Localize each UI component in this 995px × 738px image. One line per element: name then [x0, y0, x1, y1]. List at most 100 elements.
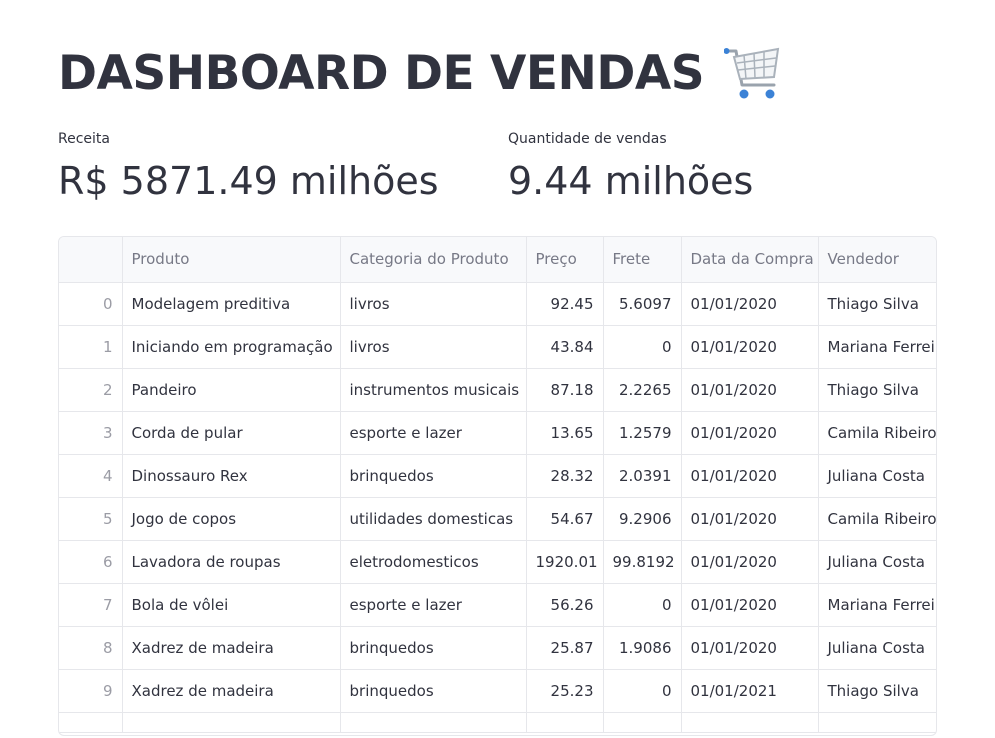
cell-data-compra[interactable]: 01/01/2020	[681, 325, 819, 369]
cell-vendedor[interactable]: Thiago Silva	[818, 282, 936, 326]
cell-empty	[818, 712, 936, 733]
cell-vendedor[interactable]: Mariana Ferreira	[818, 583, 936, 627]
cell-vendedor[interactable]: Camila Ribeiro	[818, 497, 936, 541]
cell-data-compra[interactable]: 01/01/2020	[681, 626, 819, 670]
table-row: 7 Bola de vôlei esporte e lazer 56.26 0 …	[59, 583, 936, 627]
cell-categoria[interactable]: brinquedos	[340, 626, 527, 670]
cell-vendedor[interactable]: Thiago Silva	[818, 368, 936, 412]
cell-vendedor[interactable]: Thiago Silva	[818, 669, 936, 713]
column-header-vendedor[interactable]: Vendedor	[818, 237, 936, 283]
row-index: 9	[59, 669, 123, 713]
cell-categoria[interactable]: esporte e lazer	[340, 411, 527, 455]
cell-categoria[interactable]: instrumentos musicais	[340, 368, 527, 412]
cell-data-compra[interactable]: 01/01/2020	[681, 497, 819, 541]
column-header-categoria[interactable]: Categoria do Produto	[340, 237, 527, 283]
table-row: 3 Corda de pular esporte e lazer 13.65 1…	[59, 411, 936, 455]
cell-categoria[interactable]: livros	[340, 282, 527, 326]
cell-data-compra[interactable]: 01/01/2020	[681, 540, 819, 584]
metric-label: Receita	[58, 131, 110, 147]
cell-preco[interactable]: 56.26	[526, 583, 604, 627]
cell-preco[interactable]: 92.45	[526, 282, 604, 326]
cell-produto[interactable]: Corda de pular	[122, 411, 341, 455]
column-header-index[interactable]	[59, 237, 123, 283]
cell-vendedor[interactable]: Juliana Costa	[818, 454, 936, 498]
metric-receita: Receita R$ 5871.49 milhões	[58, 128, 439, 206]
table-row: 5 Jogo de copos utilidades domesticas 54…	[59, 497, 936, 541]
metric-quantidade: Quantidade de vendas 9.44 milhões	[508, 128, 753, 206]
cell-frete[interactable]: 1.9086	[603, 626, 682, 670]
cell-data-compra[interactable]: 01/01/2020	[681, 368, 819, 412]
cell-empty	[681, 712, 819, 733]
cell-categoria[interactable]: brinquedos	[340, 454, 527, 498]
cell-produto[interactable]: Xadrez de madeira	[122, 669, 341, 713]
row-index: 3	[59, 411, 123, 455]
cell-preco[interactable]: 25.23	[526, 669, 604, 713]
cell-empty	[122, 712, 341, 733]
cell-frete[interactable]: 0	[603, 325, 682, 369]
table-row: 9 Xadrez de madeira brinquedos 25.23 0 0…	[59, 669, 936, 713]
column-header-frete[interactable]: Frete	[603, 237, 682, 283]
metric-label: Quantidade de vendas	[508, 131, 667, 147]
cell-vendedor[interactable]: Camila Ribeiro	[818, 411, 936, 455]
row-index: 4	[59, 454, 123, 498]
column-header-produto[interactable]: Produto	[122, 237, 341, 283]
row-index: 7	[59, 583, 123, 627]
cell-produto[interactable]: Iniciando em programação	[122, 325, 341, 369]
cell-vendedor[interactable]: Mariana Ferreira	[818, 325, 936, 369]
row-index: 1	[59, 325, 123, 369]
cell-empty	[603, 712, 682, 733]
row-index: 8	[59, 626, 123, 670]
cell-produto[interactable]: Pandeiro	[122, 368, 341, 412]
row-index: 2	[59, 368, 123, 412]
cell-categoria[interactable]: brinquedos	[340, 669, 527, 713]
cell-preco[interactable]: 13.65	[526, 411, 604, 455]
cell-frete[interactable]: 2.0391	[603, 454, 682, 498]
cell-preco[interactable]: 28.32	[526, 454, 604, 498]
sales-table[interactable]: Produto Categoria do Produto Preço Frete…	[58, 236, 937, 736]
cell-produto[interactable]: Dinossauro Rex	[122, 454, 341, 498]
row-index: 0	[59, 282, 123, 326]
cell-vendedor[interactable]: Juliana Costa	[818, 540, 936, 584]
table-row: 1 Iniciando em programação livros 43.84 …	[59, 325, 936, 369]
cell-preco[interactable]: 1920.01	[526, 540, 604, 584]
cell-data-compra[interactable]: 01/01/2020	[681, 454, 819, 498]
cell-empty	[59, 712, 123, 733]
table-row: 0 Modelagem preditiva livros 92.45 5.609…	[59, 282, 936, 326]
cell-frete[interactable]: 9.2906	[603, 497, 682, 541]
cell-preco[interactable]: 25.87	[526, 626, 604, 670]
cell-categoria[interactable]: utilidades domesticas	[340, 497, 527, 541]
cell-categoria[interactable]: livros	[340, 325, 527, 369]
data-grid: Produto Categoria do Produto Preço Frete…	[59, 237, 936, 733]
cell-preco[interactable]: 87.18	[526, 368, 604, 412]
cell-produto[interactable]: Modelagem preditiva	[122, 282, 341, 326]
cell-produto[interactable]: Jogo de copos	[122, 497, 341, 541]
table-row: 4 Dinossauro Rex brinquedos 28.32 2.0391…	[59, 454, 936, 498]
cell-data-compra[interactable]: 01/01/2020	[681, 411, 819, 455]
cell-frete[interactable]: 0	[603, 583, 682, 627]
cell-produto[interactable]: Bola de vôlei	[122, 583, 341, 627]
shopping-cart-icon	[723, 45, 782, 101]
cell-empty	[526, 712, 604, 733]
cell-data-compra[interactable]: 01/01/2021	[681, 669, 819, 713]
page-title: DASHBOARD DE VENDAS	[58, 45, 705, 101]
column-header-data-compra[interactable]: Data da Compra	[681, 237, 819, 283]
cell-preco[interactable]: 54.67	[526, 497, 604, 541]
cell-vendedor[interactable]: Juliana Costa	[818, 626, 936, 670]
row-index: 5	[59, 497, 123, 541]
cell-frete[interactable]: 5.6097	[603, 282, 682, 326]
cell-categoria[interactable]: eletrodomesticos	[340, 540, 527, 584]
cell-frete[interactable]: 2.2265	[603, 368, 682, 412]
cell-data-compra[interactable]: 01/01/2020	[681, 583, 819, 627]
cell-data-compra[interactable]: 01/01/2020	[681, 282, 819, 326]
cell-preco[interactable]: 43.84	[526, 325, 604, 369]
cell-frete[interactable]: 0	[603, 669, 682, 713]
page-header: DASHBOARD DE VENDAS	[58, 42, 782, 104]
cell-frete[interactable]: 99.8192	[603, 540, 682, 584]
metric-value: 9.44 milhões	[508, 159, 754, 203]
cell-empty	[340, 712, 527, 733]
column-header-preco[interactable]: Preço	[526, 237, 604, 283]
cell-produto[interactable]: Lavadora de roupas	[122, 540, 341, 584]
cell-produto[interactable]: Xadrez de madeira	[122, 626, 341, 670]
cell-frete[interactable]: 1.2579	[603, 411, 682, 455]
cell-categoria[interactable]: esporte e lazer	[340, 583, 527, 627]
